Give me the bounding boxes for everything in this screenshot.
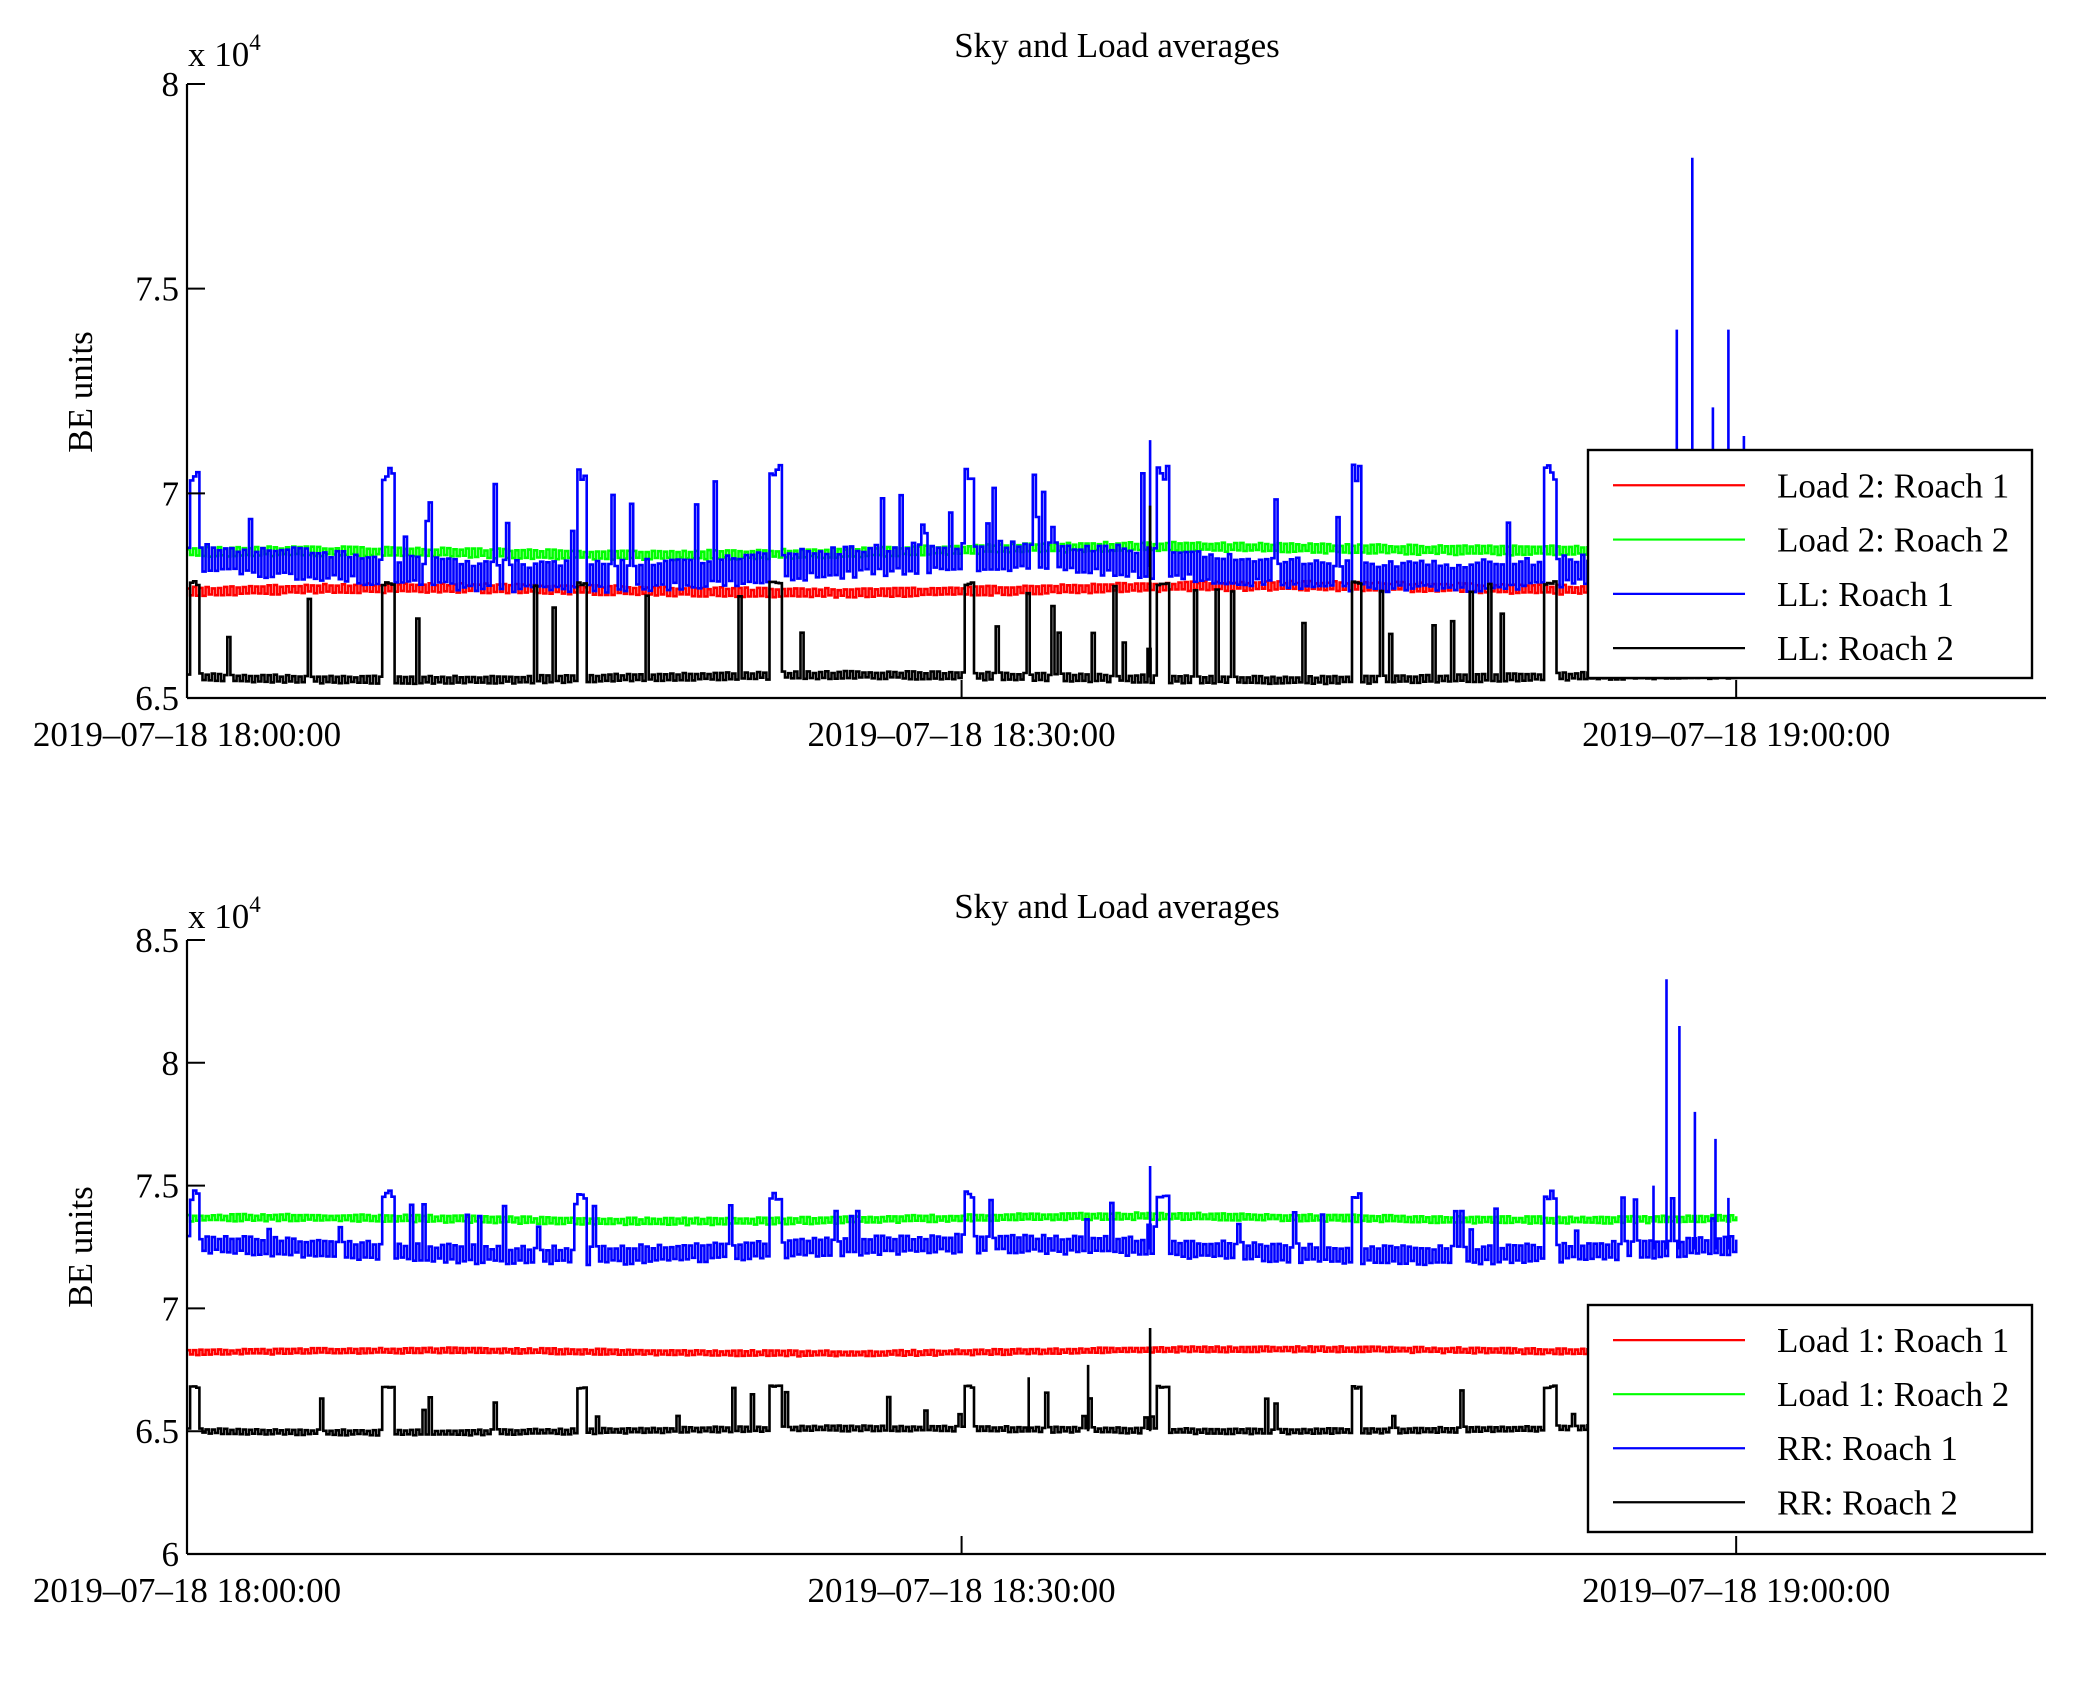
- x-tick-label: 2019–07–18 19:00:00: [1582, 715, 1890, 754]
- legend-label: Load 2: Roach 2: [1777, 521, 2009, 560]
- series-line-load-2-roach-2: [187, 540, 1744, 562]
- y-tick-label: 7: [162, 1289, 180, 1328]
- y-tick-label: 6.5: [135, 679, 179, 718]
- subplot-bottom: Sky and Load averages BE units x 104 6 6.…: [33, 887, 2046, 1610]
- x-tick-label: 2019–07–18 18:30:00: [807, 715, 1115, 754]
- subplot-bottom-ylabel: BE units: [61, 1186, 100, 1308]
- y-tick-label: 6.5: [135, 1412, 179, 1451]
- subplot-top-ylabel: BE units: [61, 331, 100, 453]
- x-tick-label: 2019–07–18 18:30:00: [807, 1571, 1115, 1610]
- x-tick-label: 2019–07–18 18:00:00: [33, 1571, 341, 1610]
- legend-item: Load 1: Roach 2: [1613, 1375, 2009, 1414]
- legend-item: LL: Roach 1: [1613, 575, 1954, 614]
- series-line-load-1-roach-1: [187, 1345, 1738, 1358]
- legend-item: Load 2: Roach 1: [1613, 466, 2009, 505]
- y-tick-label: 6: [162, 1535, 180, 1574]
- legend-label: Load 1: Roach 1: [1777, 1321, 2009, 1360]
- series-line-load-1-roach-2: [187, 1211, 1738, 1227]
- legend-label: Load 2: Roach 1: [1777, 466, 2009, 505]
- legend-item: LL: Roach 2: [1613, 629, 1954, 668]
- subplot-top-title: Sky and Load averages: [954, 26, 1280, 65]
- subplot-top: Sky and Load averages BE units x 104 6.5…: [33, 26, 2046, 754]
- y-tick-label: 7: [162, 474, 180, 513]
- subplot-top-axes: 6.5 7 7.5 8 2019–07–18 18:00:00 2019–07–18 18…: [33, 65, 2046, 754]
- series-line-ll-roach-2: [187, 505, 1744, 686]
- subplot-bottom-plot-area: [187, 979, 1738, 1437]
- subplot-bottom-title: Sky and Load averages: [954, 887, 1280, 926]
- legend-label: Load 1: Roach 2: [1777, 1375, 2009, 1414]
- legend-box: [1586, 1303, 2034, 1534]
- x-tick-label: 2019–07–18 18:00:00: [33, 715, 341, 754]
- subplot-top-legend: Load 2: Roach 1 Load 2: Roach 2 LL: Roach …: [1586, 448, 2034, 680]
- legend-label: RR: Roach 2: [1777, 1483, 1958, 1522]
- legend-label: LL: Roach 2: [1777, 629, 1954, 668]
- subplot-bottom-axes: 6 6.5 7 7.5 8 8.5 2019–07–18 18:00:00 2019–07–1…: [33, 921, 2046, 1610]
- y-tick-label: 8: [162, 65, 180, 104]
- y-tick-label: 7.5: [135, 270, 179, 309]
- legend-item: RR: Roach 2: [1613, 1483, 1958, 1522]
- legend-label: LL: Roach 1: [1777, 575, 1954, 614]
- y-tick-label: 7.5: [135, 1167, 179, 1206]
- subplot-bottom-y-multiplier: x 104: [188, 892, 261, 936]
- x-tick-label: 2019–07–18 19:00:00: [1582, 1571, 1890, 1610]
- subplot-bottom-legend: Load 1: Roach 1 Load 1: Roach 2 RR: Roach …: [1586, 1303, 2034, 1534]
- y-tick-label: 8: [162, 1044, 180, 1083]
- series-line-rr-roach-1: [187, 979, 1738, 1267]
- legend-item: RR: Roach 1: [1613, 1429, 1958, 1468]
- legend-item: Load 2: Roach 2: [1613, 521, 2009, 560]
- legend-label: RR: Roach 1: [1777, 1429, 1958, 1468]
- subplot-top-y-multiplier: x 104: [188, 30, 261, 74]
- y-tick-label: 8.5: [135, 921, 179, 960]
- series-line-rr-roach-2: [187, 1328, 1738, 1437]
- subplot-top-plot-area: [187, 157, 1746, 686]
- legend-box: [1586, 448, 2034, 680]
- legend-item: Load 1: Roach 1: [1613, 1321, 2009, 1360]
